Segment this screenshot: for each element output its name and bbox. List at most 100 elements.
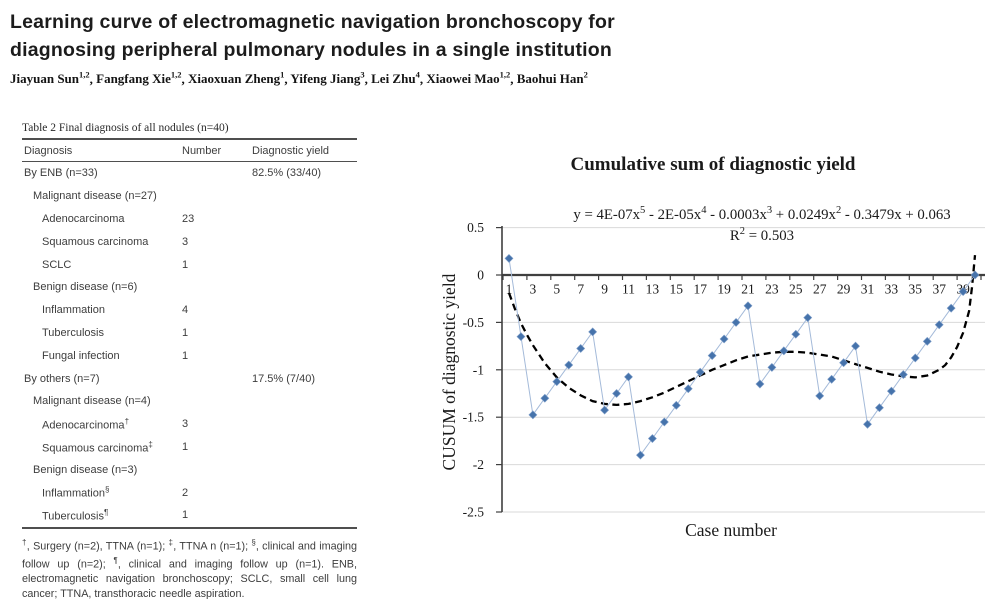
diagnosis-cell: Tuberculosis (42, 326, 104, 339)
x-tick-label: 33 (885, 282, 899, 297)
article-title: Learning curve of electromagnetic naviga… (10, 8, 615, 64)
x-tick-label: 5 (553, 282, 560, 297)
table-row: Malignant disease (n=27) (22, 185, 357, 208)
column-header-number: Number (182, 144, 222, 157)
data-point-marker (815, 391, 825, 401)
diagnosis-cell: Malignant disease (n=4) (33, 395, 151, 408)
x-tick-label: 1 (506, 282, 513, 297)
table-row: By ENB (n=33) 82.5% (33/40) (22, 162, 357, 185)
diagnosis-cell: Benign disease (n=3) (33, 463, 138, 476)
data-point-marker (624, 372, 633, 382)
data-point-marker (898, 370, 908, 379)
data-point-marker (946, 303, 956, 313)
data-point-marker (863, 419, 872, 429)
data-point-marker (683, 384, 693, 394)
diagnosis-cell: SCLC (42, 258, 72, 271)
author: Xiaowei Mao1,2 (426, 70, 511, 87)
x-tick-label: 15 (670, 282, 684, 297)
data-point-marker (516, 332, 526, 342)
data-point-marker (695, 367, 705, 377)
r-squared-label: R2 = 0.503 (730, 226, 794, 244)
y-axis: 0.5 0 -0.5 -1 -1.5 -2 -2.5 (463, 220, 503, 520)
data-point-marker (636, 450, 645, 460)
table-row: Tuberculosis 1 (22, 322, 357, 345)
yield-cell: 82.5% (33/40) (252, 167, 322, 180)
x-tick-label: 21 (741, 282, 755, 297)
data-point-marker (839, 358, 849, 368)
data-point-marker (612, 389, 621, 398)
number-cell: 1 (182, 349, 189, 362)
data-point-marker (600, 405, 610, 415)
data-point-marker (731, 317, 741, 327)
data-point-marker (552, 377, 562, 387)
table-row: Adenocarcinoma† 3 (22, 413, 357, 436)
table-row: Benign disease (n=6) (22, 276, 357, 299)
table-row: SCLC 1 (22, 253, 357, 276)
table-header-row: Diagnosis Number Diagnostic yield (22, 140, 357, 162)
x-tick-label: 35 (909, 282, 923, 297)
data-point-marker (851, 341, 860, 351)
x-tick-label: 29 (837, 282, 851, 297)
diagnosis-cell: By ENB (n=33) (24, 167, 98, 180)
diagnosis-cell: Squamous carcinoma‡ (42, 439, 153, 455)
gridlines (502, 227, 985, 513)
author: Fangfang Xie1,2 (96, 70, 182, 87)
data-point-marker (875, 403, 884, 413)
diagnosis-table: Table 2 Final diagnosis of all nodules (… (22, 122, 357, 599)
x-tick-label: 17 (693, 282, 707, 297)
table-row: By others (n=7) 17.5% (7/40) (22, 367, 357, 390)
data-point-marker (564, 360, 574, 370)
data-point-marker (719, 334, 729, 344)
table-caption: Table 2 Final diagnosis of all nodules (… (22, 122, 229, 134)
data-point-marker (659, 417, 669, 427)
data-point-marker (540, 393, 550, 403)
diagnosis-cell: Adenocarcinoma† (42, 416, 130, 432)
chart-title: Cumulative sum of diagnostic yield (570, 154, 855, 175)
table-row: Inflammation§ 2 (22, 481, 357, 504)
data-point-marker (767, 363, 777, 372)
data-point-marker (779, 346, 789, 356)
table-row: Inflammation 4 (22, 299, 357, 322)
cusum-chart: 0.50-0.5-1-1.5-2-2.51 3 5 7 9 11 13 15 17 19 21 23 2… (439, 154, 985, 540)
table-row: Benign disease (n=3) (22, 458, 357, 481)
article-title-line1: Learning curve of electromagnetic naviga… (10, 11, 615, 33)
author: Yifeng Jiang3 (290, 70, 365, 87)
diagnosis-cell: Malignant disease (n=27) (33, 190, 157, 203)
x-tick-label: 9 (601, 282, 608, 297)
data-point-marker (576, 344, 586, 353)
data-point-marker (743, 301, 753, 311)
data-point-marker (970, 270, 980, 280)
x-axis: 13579111315171921232527293133353739 (502, 273, 985, 297)
trendline (507, 254, 977, 407)
data-point-marker (671, 400, 681, 410)
table-footnote: †, Surgery (n=2), TTNA (n=1); ‡, TTNA n … (22, 537, 358, 599)
number-cell: 3 (182, 418, 189, 431)
table-body: By ENB (n=33) 82.5% (33/40) Malignant dise… (22, 162, 357, 527)
article-title-line2: diagnosing peripheral pulmonary nodules … (10, 39, 612, 61)
x-tick-label: 19 (717, 282, 731, 297)
trendline-equation: y = 4E-07x5 - 2E-05x4 - 0.0003x3 + 0.024… (573, 205, 950, 223)
y-tick-label: -2 (473, 457, 484, 472)
data-point-marker (934, 320, 944, 330)
table-row: Adenocarcinoma 23 (22, 208, 357, 231)
x-axis-title: Case number (685, 520, 777, 540)
author-list: Jiayuan Sun1,2, Fangfang Xie1,2, Xiaoxua… (10, 70, 588, 87)
y-axis-title: CUSUM of diagnostic yield (440, 273, 459, 470)
y-tick-label: -0.5 (463, 315, 485, 330)
table: Diagnosis Number Diagnostic yield By ENB… (22, 138, 357, 529)
x-tick-label: 31 (861, 282, 875, 297)
diagnosis-cell: Benign disease (n=6) (33, 281, 138, 294)
number-cell: 1 (182, 326, 189, 339)
number-cell: 2 (182, 486, 189, 499)
author: Xiaoxuan Zheng1 (188, 70, 285, 87)
data-point-marker (803, 313, 813, 323)
x-tick-label: 23 (765, 282, 779, 297)
x-tick-label: 11 (622, 282, 635, 297)
table-row: Malignant disease (n=4) (22, 390, 357, 413)
data-point-marker (827, 374, 837, 384)
data-point-marker (910, 353, 920, 363)
y-tick-label: -1.5 (463, 410, 485, 425)
y-tick-label: 0.5 (467, 220, 484, 235)
data-point-marker (504, 253, 514, 263)
